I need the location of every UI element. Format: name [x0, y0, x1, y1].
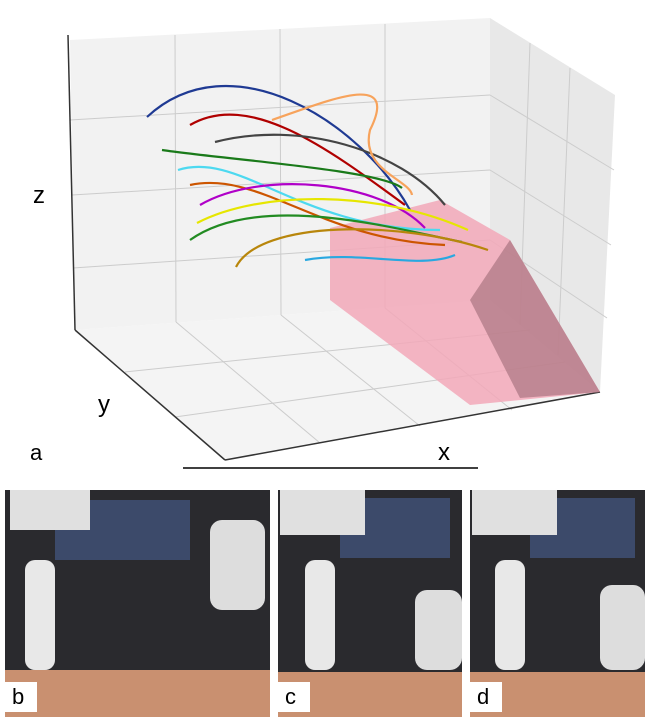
- z-axis-label: z: [33, 182, 45, 209]
- panel-a-plot: z y x a: [30, 18, 615, 466]
- photo-c: c: [278, 490, 462, 717]
- photo-label: c: [285, 684, 296, 709]
- photo-b: b: [5, 490, 270, 717]
- photo-label: d: [477, 684, 489, 709]
- photo-label: b: [12, 684, 24, 709]
- figure: z y x a b c d: [0, 0, 647, 717]
- photo-d: d: [470, 490, 645, 717]
- x-axis-label: x: [438, 439, 450, 466]
- panel-label: a: [30, 440, 43, 465]
- y-axis-label: y: [98, 391, 110, 418]
